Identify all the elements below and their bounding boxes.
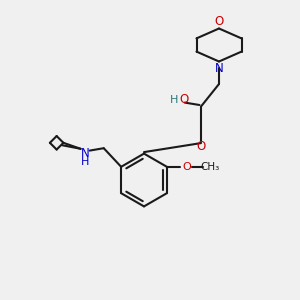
Text: O: O [183, 162, 191, 172]
Text: O: O [179, 93, 189, 106]
Text: N: N [214, 61, 224, 75]
Text: O: O [196, 140, 206, 153]
Text: O: O [214, 15, 224, 28]
Text: CH₃: CH₃ [201, 162, 220, 172]
Text: N: N [81, 147, 89, 160]
Text: H: H [81, 157, 89, 167]
Text: H: H [170, 95, 178, 105]
